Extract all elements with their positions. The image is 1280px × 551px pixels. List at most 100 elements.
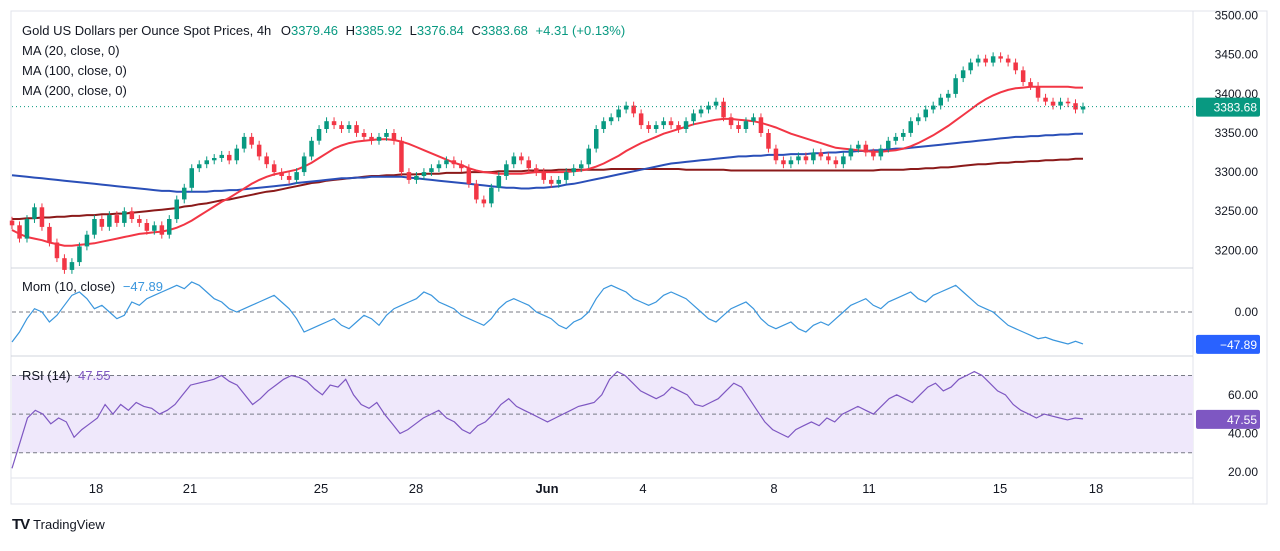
candle-body [826, 156, 831, 161]
candle-body [818, 152, 824, 157]
candle-body [728, 117, 734, 126]
time-tick-label: 21 [183, 481, 197, 496]
candle-body [227, 154, 232, 161]
candle-body [122, 211, 127, 223]
candle-body [886, 140, 891, 149]
candle-body [901, 133, 906, 137]
rsi-line [11, 370, 1084, 469]
time-tick-label: 4 [639, 481, 646, 496]
candle-body [998, 56, 1003, 59]
candle-body [608, 117, 614, 122]
candle-body [953, 78, 958, 94]
candle-body [1035, 86, 1041, 98]
ma-line-20 [11, 85, 1083, 247]
moving-averages [11, 85, 1083, 247]
candle-body [234, 148, 239, 161]
last-price-badge-bg [1196, 97, 1260, 117]
candle-body [841, 156, 846, 165]
candle-body [84, 234, 90, 247]
rsi-band [12, 374, 1193, 454]
candle-body [376, 136, 382, 141]
price-tick-label: 3300.00 [1215, 165, 1259, 179]
candle-body [256, 144, 262, 157]
candle-body [616, 109, 621, 118]
candle-body [811, 152, 816, 161]
chart-header: Gold US Dollars per Ounce Spot Prices, 4… [22, 23, 625, 39]
candle-body [721, 101, 726, 118]
candle-body [549, 179, 554, 184]
candle-body [833, 160, 839, 165]
candle-body [698, 109, 704, 114]
candle-body [324, 121, 329, 129]
candle-body [496, 176, 502, 188]
candle-body [638, 113, 644, 126]
candle-body [960, 70, 966, 79]
candle-body [713, 101, 719, 106]
rsi-tick-label: 40.00 [1228, 426, 1258, 440]
candle-body [1080, 106, 1086, 110]
candle-body [946, 93, 951, 98]
candle-body [623, 105, 629, 110]
candle-body [856, 144, 861, 149]
candle-body [1065, 101, 1071, 104]
candle-body [249, 136, 254, 145]
candle-body [384, 133, 389, 137]
rsi-tick-label: 20.00 [1228, 465, 1258, 479]
ma-line-100 [11, 132, 1083, 193]
rsi-tick-label: 60.00 [1228, 388, 1258, 402]
mom-value: −47.89 [122, 279, 163, 294]
legend-ma200[interactable]: MA (200, close, 0) [22, 83, 127, 99]
candle-body [668, 121, 674, 126]
mom-badge-bg [1196, 334, 1260, 354]
candle-body [174, 199, 179, 220]
candle-body [212, 158, 217, 161]
legend-rsi[interactable]: RSI (14) 47.55 [22, 368, 111, 384]
candle-body [182, 187, 187, 200]
candle-body [17, 225, 22, 239]
candle-body [594, 129, 599, 149]
candle-body [975, 58, 981, 63]
candle-body [631, 105, 636, 114]
candle-body [1020, 70, 1026, 82]
candle-body [99, 219, 105, 227]
symbol-title[interactable]: Gold US Dollars per Ounce Spot Prices, 4… [22, 23, 272, 38]
candle-body [474, 183, 479, 200]
candle-body [766, 133, 771, 149]
candle-body [406, 172, 412, 180]
last-price-badge-text: 3383.68 [1214, 101, 1258, 115]
y-axis-ticks: 3500.00 3450.00 3400.00 3350.00 3300.00 3250.… [1215, 9, 1259, 480]
candle-body [414, 176, 419, 180]
time-tick-label: Jun [535, 481, 558, 496]
candle-body [1043, 97, 1048, 102]
candle-body [451, 160, 457, 165]
candle-body [601, 121, 606, 129]
legend-ma100[interactable]: MA (100, close, 0) [22, 63, 127, 79]
low-value: 3376.84 [416, 23, 464, 38]
candle-body [871, 152, 876, 157]
candle-body [916, 117, 921, 122]
low-label: L [409, 23, 417, 38]
tradingview-brand[interactable]: TV TradingView [12, 516, 105, 533]
candle-body [983, 58, 988, 63]
candle-body [316, 129, 322, 141]
candle-body [219, 154, 224, 158]
ma-line-200 [12, 157, 1083, 220]
candle-body [878, 148, 884, 157]
candle-body [286, 176, 292, 180]
candle-body [1028, 82, 1033, 86]
rsi-badge-bg [1196, 409, 1260, 429]
time-tick-label: 15 [993, 481, 1007, 496]
candle-body [459, 164, 464, 169]
candle-body [489, 187, 494, 204]
value-badges: 3383.68 −47.89 47.55 [1196, 97, 1260, 429]
candle-body [47, 226, 52, 243]
legend-mom[interactable]: Mom (10, close) −47.89 [22, 279, 163, 295]
candle-body [481, 199, 487, 204]
candle-body [129, 211, 135, 219]
candle-body [931, 105, 936, 110]
candle-body [354, 125, 359, 133]
candle-body [301, 156, 307, 173]
candle-body [788, 160, 794, 165]
candle-body [541, 172, 546, 180]
legend-ma20[interactable]: MA (20, close, 0) [22, 43, 120, 59]
